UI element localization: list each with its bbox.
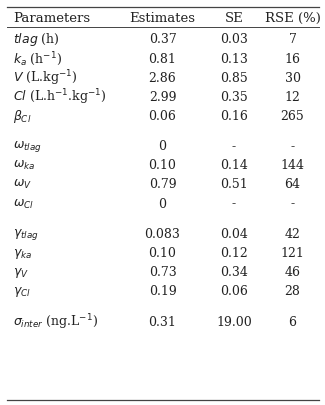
Text: 0.79: 0.79 (149, 178, 176, 191)
Text: 46: 46 (284, 265, 301, 279)
Text: $\gamma_{Cl}$: $\gamma_{Cl}$ (13, 284, 31, 298)
Text: 0.81: 0.81 (149, 52, 176, 66)
Text: 12: 12 (285, 90, 300, 104)
Text: -: - (291, 197, 294, 210)
Text: 16: 16 (284, 52, 301, 66)
Text: 0.06: 0.06 (220, 284, 248, 298)
Text: SE: SE (225, 12, 243, 25)
Text: 19.00: 19.00 (216, 315, 252, 328)
Text: 0.51: 0.51 (220, 178, 248, 191)
Text: 42: 42 (285, 227, 300, 241)
Text: 6: 6 (289, 315, 296, 328)
Text: 0.85: 0.85 (220, 71, 248, 85)
Text: 0: 0 (159, 140, 166, 153)
Text: 0.06: 0.06 (149, 109, 176, 123)
Text: 64: 64 (284, 178, 301, 191)
Text: 265: 265 (280, 109, 305, 123)
Text: 0.10: 0.10 (149, 159, 176, 172)
Text: 30: 30 (284, 71, 301, 85)
Text: RSE (%): RSE (%) (265, 12, 320, 25)
Text: $\gamma_{V}$: $\gamma_{V}$ (13, 265, 29, 279)
Text: $\omega_{ka}$: $\omega_{ka}$ (13, 159, 35, 172)
Text: 0.14: 0.14 (220, 159, 248, 172)
Text: 0.12: 0.12 (220, 246, 248, 260)
Text: 2.99: 2.99 (149, 90, 176, 104)
Text: Parameters: Parameters (13, 12, 90, 25)
Text: $\beta_{Cl}$: $\beta_{Cl}$ (13, 108, 32, 124)
Text: -: - (232, 140, 236, 153)
Text: 0.083: 0.083 (145, 227, 180, 241)
Text: 0.10: 0.10 (149, 246, 176, 260)
Text: $k_a$ (h$^{-1}$): $k_a$ (h$^{-1}$) (13, 50, 62, 68)
Text: 0.19: 0.19 (149, 284, 176, 298)
Text: -: - (232, 197, 236, 210)
Text: 0.13: 0.13 (220, 52, 248, 66)
Text: -: - (291, 140, 294, 153)
Text: Estimates: Estimates (129, 12, 196, 25)
Text: 7: 7 (289, 33, 296, 47)
Text: 0.37: 0.37 (149, 33, 176, 47)
Text: 0.16: 0.16 (220, 109, 248, 123)
Text: $\omega_{Cl}$: $\omega_{Cl}$ (13, 197, 34, 210)
Text: $\gamma_{tlag}$: $\gamma_{tlag}$ (13, 226, 39, 241)
Text: 2.86: 2.86 (149, 71, 176, 85)
Text: 121: 121 (280, 246, 305, 260)
Text: $\omega_{V}$: $\omega_{V}$ (13, 178, 32, 191)
Text: 0.04: 0.04 (220, 227, 248, 241)
Text: $\omega_{tlag}$: $\omega_{tlag}$ (13, 139, 42, 154)
Text: 0: 0 (159, 197, 166, 210)
Text: 0.03: 0.03 (220, 33, 248, 47)
Text: 0.34: 0.34 (220, 265, 248, 279)
Text: $tlag$ (h): $tlag$ (h) (13, 32, 60, 48)
Text: 0.35: 0.35 (220, 90, 248, 104)
Text: 28: 28 (285, 284, 300, 298)
Text: $Cl$ (L.h$^{-1}$.kg$^{-1}$): $Cl$ (L.h$^{-1}$.kg$^{-1}$) (13, 87, 107, 107)
Text: $\sigma_{inter}$ (ng.L$^{-1}$): $\sigma_{inter}$ (ng.L$^{-1}$) (13, 311, 98, 331)
Text: 0.31: 0.31 (149, 315, 176, 328)
Text: 144: 144 (280, 159, 305, 172)
Text: $\gamma_{ka}$: $\gamma_{ka}$ (13, 246, 32, 260)
Text: $V$ (L.kg$^{-1}$): $V$ (L.kg$^{-1}$) (13, 68, 78, 88)
Text: 0.73: 0.73 (149, 265, 176, 279)
